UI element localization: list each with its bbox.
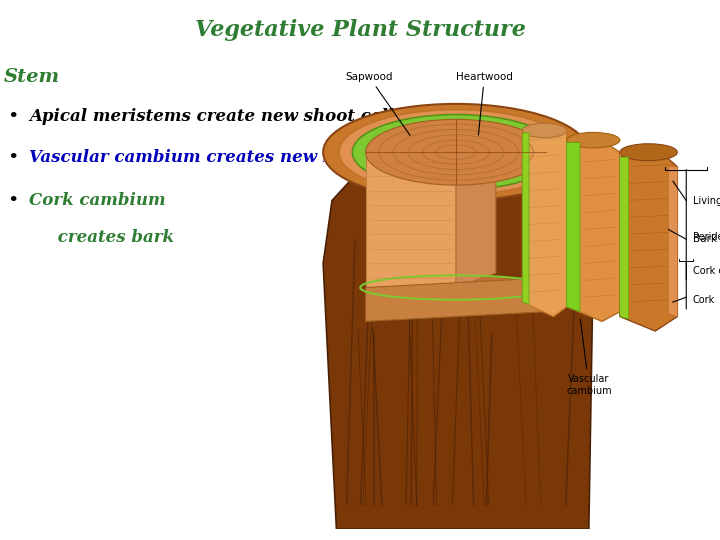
Text: Cork cambium: Cork cambium [693,266,720,275]
Polygon shape [668,167,678,316]
Ellipse shape [620,144,678,161]
Ellipse shape [366,119,546,185]
Text: Cork cambium: Cork cambium [29,192,166,208]
Polygon shape [620,157,629,319]
Text: •: • [7,108,19,126]
Polygon shape [567,138,620,321]
Polygon shape [523,133,529,305]
Text: •: • [7,192,19,210]
Text: Vascular cambium creates new xylem & phloem: Vascular cambium creates new xylem & phl… [29,148,472,165]
Text: Periderm: Periderm [693,232,720,242]
Text: Vegetative Plant Structure: Vegetative Plant Structure [194,19,526,41]
Polygon shape [323,138,593,529]
Text: Apical meristems create new shoot cells: Apical meristems create new shoot cells [29,108,403,125]
Text: Heartwood: Heartwood [456,72,513,135]
Ellipse shape [323,104,589,200]
Polygon shape [567,143,580,312]
Ellipse shape [352,114,559,190]
Text: Stem: Stem [4,68,60,85]
Polygon shape [620,147,678,331]
Polygon shape [366,152,456,287]
Polygon shape [523,123,567,316]
Ellipse shape [567,132,620,148]
Polygon shape [456,143,496,287]
Text: creates bark: creates bark [29,230,174,246]
Ellipse shape [366,276,546,299]
Text: Living phloem: Living phloem [693,195,720,206]
Text: •: • [7,148,19,166]
Ellipse shape [523,123,567,138]
Ellipse shape [339,110,573,195]
Text: Cork: Cork [693,295,715,305]
Text: Bark: Bark [693,234,717,244]
Polygon shape [366,278,546,321]
Text: Sapwood: Sapwood [346,72,410,136]
Text: Vascular
cambium: Vascular cambium [566,319,611,396]
